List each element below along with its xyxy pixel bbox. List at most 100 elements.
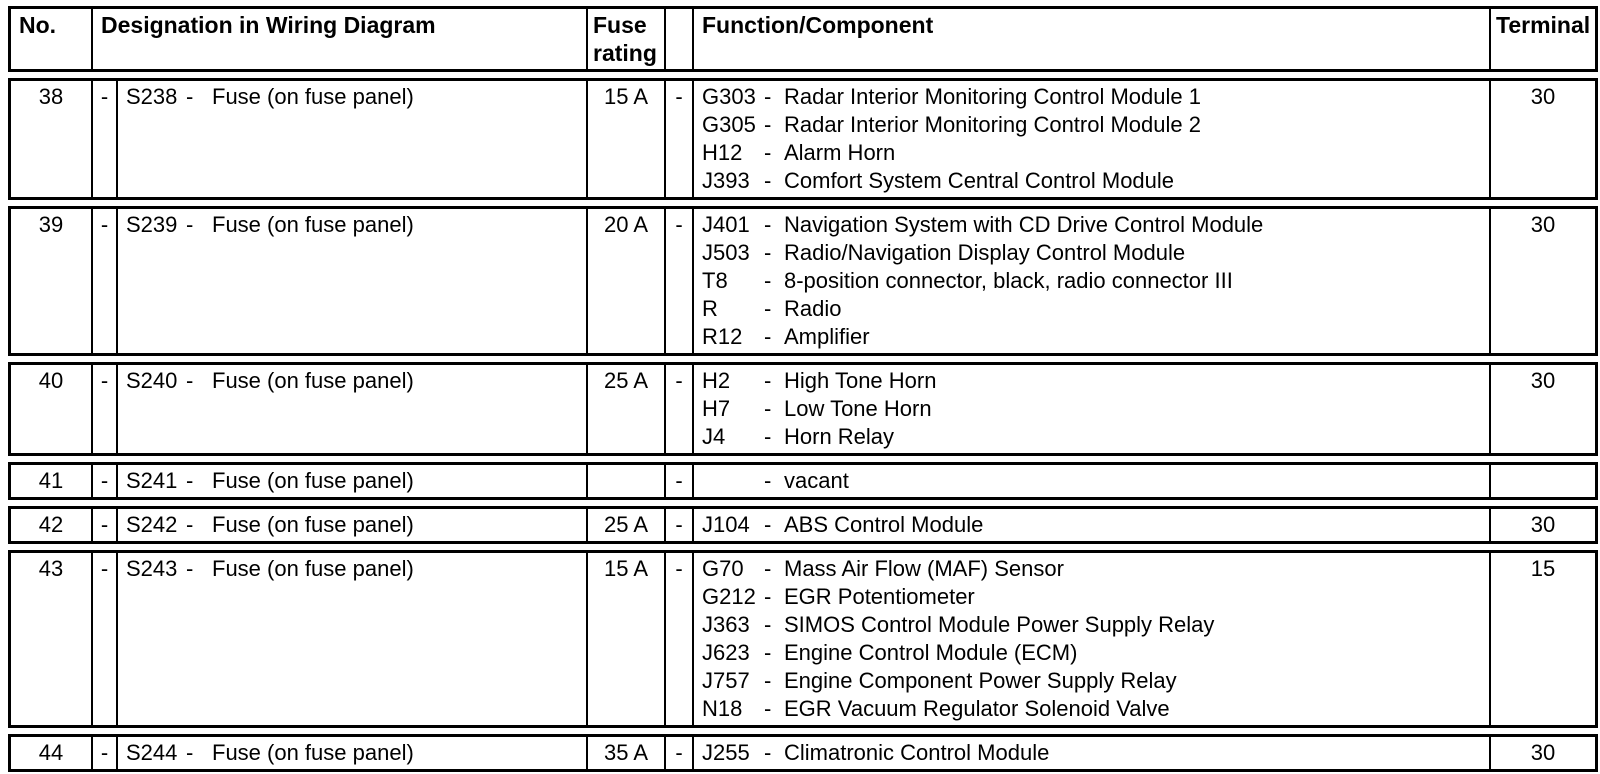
designation-code: S244	[126, 740, 178, 765]
designation-text: Fuse (on fuse panel)	[212, 556, 414, 581]
table-row: 39- S239- Fuse (on fuse panel) 20 A - J401- Na…	[8, 206, 1598, 356]
terminal-value: 15	[1489, 553, 1595, 725]
component-description: Alarm Horn	[784, 140, 896, 165]
designation-code: S243	[126, 556, 178, 581]
header-fuse-rating-line1: Fuse	[593, 12, 647, 38]
terminal-value	[1489, 465, 1595, 497]
fuse-rating-value: 15 A	[586, 81, 664, 197]
component-dash: -	[764, 368, 772, 393]
component-description: EGR Potentiometer	[784, 584, 975, 609]
component-description: Amplifier	[784, 324, 870, 349]
component-dash: -	[764, 396, 772, 421]
dash-separator: -	[664, 509, 692, 541]
function-line: J4 - Horn Relay	[702, 423, 1483, 451]
dash-separator: -	[91, 509, 116, 541]
designation-text: Fuse (on fuse panel)	[212, 212, 414, 237]
header-fuse-rating: Fuse rating	[586, 9, 664, 69]
function-component-cell: G70- Mass Air Flow (MAF) Sensor G212- EGR P…	[692, 553, 1489, 725]
designation-dash: -	[186, 740, 194, 765]
component-description: Horn Relay	[784, 424, 895, 449]
fuse-number: 43	[38, 556, 64, 581]
component-dash: -	[764, 740, 772, 765]
component-description: Radio/Navigation Display Control Module	[784, 240, 1186, 265]
dash-separator: -	[664, 81, 692, 197]
function-component-cell: J104- ABS Control Module	[692, 509, 1489, 541]
dash-separator: -	[91, 737, 116, 769]
component-code: J393	[702, 168, 750, 193]
component-dash: -	[764, 268, 772, 293]
table-body: 38- S238- Fuse (on fuse panel) 15 A - G303- Ra…	[8, 78, 1598, 772]
component-description: Engine Control Module (ECM)	[784, 640, 1078, 665]
component-code: J623	[702, 640, 750, 665]
component-code: G303	[702, 84, 756, 109]
function-component-cell: J401- Navigation System with CD Drive Con…	[692, 209, 1489, 353]
designation-cell: S239- Fuse (on fuse panel)	[116, 209, 586, 353]
function-line: G212- EGR Potentiometer	[702, 583, 1483, 611]
component-description: Comfort System Central Control Module	[784, 168, 1175, 193]
fuse-number: 39	[38, 212, 64, 237]
dash-separator: -	[91, 81, 116, 197]
terminal-value: 30	[1489, 509, 1595, 541]
component-code: H12	[702, 140, 743, 165]
function-line: R - Radio	[702, 295, 1483, 323]
function-line: G303- Radar Interior Monitoring Control M…	[702, 83, 1483, 111]
dash-separator: -	[664, 209, 692, 353]
fuse-number: 40	[38, 368, 64, 393]
component-description: ABS Control Module	[784, 512, 984, 537]
component-description: Low Tone Horn	[784, 396, 932, 421]
component-code: G212	[702, 584, 756, 609]
table-header-row: No. Designation in Wiring Diagram Fuse r…	[8, 6, 1598, 72]
table-row: 44- S244- Fuse (on fuse panel) 35 A - J255- Cl…	[8, 734, 1598, 772]
dash-separator: -	[91, 553, 116, 725]
component-code: J503	[702, 240, 750, 265]
component-dash: -	[764, 696, 772, 721]
dash-separator: -	[664, 553, 692, 725]
function-line: J255- Climatronic Control Module	[702, 739, 1483, 767]
table-row: 40- S240- Fuse (on fuse panel) 25 A - H2- High…	[8, 362, 1598, 456]
designation-code: S242	[126, 512, 178, 537]
component-dash: -	[764, 668, 772, 693]
dash-separator: -	[664, 365, 692, 453]
component-code: J363	[702, 612, 750, 637]
component-dash: -	[764, 140, 772, 165]
component-code: G70	[702, 556, 744, 581]
function-line: J623- Engine Control Module (ECM)	[702, 639, 1483, 667]
component-dash: -	[764, 84, 772, 109]
function-component-cell: H2- High Tone Horn H7- Low Tone Horn J4- Horn…	[692, 365, 1489, 453]
function-line: J393- Comfort System Central Control Modu…	[702, 167, 1483, 195]
dash-separator: -	[91, 465, 116, 497]
fuse-number: 38	[38, 84, 64, 109]
fuse-rating-value: 15 A	[586, 553, 664, 725]
component-dash: -	[764, 512, 772, 537]
component-description: Radio	[784, 296, 842, 321]
component-dash: -	[764, 168, 772, 193]
designation-dash: -	[186, 556, 194, 581]
component-dash: -	[764, 424, 772, 449]
terminal-value: 30	[1489, 737, 1595, 769]
function-line: R12- Amplifier	[702, 323, 1483, 351]
component-description: 8-position connector, black, radio conne…	[784, 268, 1233, 293]
designation-dash: -	[186, 468, 194, 493]
fuse-rating-value: 35 A	[586, 737, 664, 769]
fuse-rating-value: 20 A	[586, 209, 664, 353]
designation-text: Fuse (on fuse panel)	[212, 740, 414, 765]
designation-cell: S241- Fuse (on fuse panel)	[116, 465, 586, 497]
component-description: Mass Air Flow (MAF) Sensor	[784, 556, 1064, 581]
function-line: T8 -8-position connector, black, radio co…	[702, 267, 1483, 295]
component-dash: -	[764, 296, 772, 321]
function-line: H7 - Low Tone Horn	[702, 395, 1483, 423]
fuse-number: 41	[38, 468, 64, 493]
designation-text: Fuse (on fuse panel)	[212, 512, 414, 537]
fuse-number: 44	[38, 740, 64, 765]
component-code: R12	[702, 324, 743, 349]
designation-dash: -	[186, 512, 194, 537]
designation-code: S241	[126, 468, 178, 493]
header-function-component: Function/Component	[692, 9, 1489, 69]
designation-cell: S242- Fuse (on fuse panel)	[116, 509, 586, 541]
component-code: R	[702, 296, 718, 321]
designation-dash: -	[186, 212, 194, 237]
function-line: - vacant	[702, 467, 1483, 495]
component-description: Navigation System with CD Drive Control …	[784, 212, 1264, 237]
component-code: N18	[702, 696, 743, 721]
